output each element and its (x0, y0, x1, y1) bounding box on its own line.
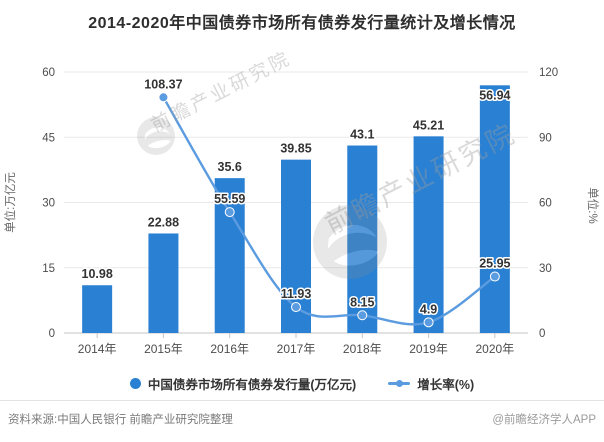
footer-separator (0, 400, 604, 401)
bar-value-label: 43.1 (350, 128, 374, 142)
line-value-label: 4.9 (420, 302, 437, 316)
bar (214, 178, 245, 333)
left-axis-tick-label: 0 (49, 328, 55, 340)
credit-text: @前瞻经济学人APP (492, 414, 596, 426)
right-axis-tick-label: 90 (539, 132, 552, 144)
line-value-label: 11.93 (281, 287, 312, 301)
x-axis-category-label: 2018年 (343, 342, 382, 356)
bar (148, 233, 179, 333)
left-axis-tick-label: 45 (42, 132, 55, 144)
combo-chart-canvas: 0 15 30 45 60 0 30 60 90 120 2014年 2015年 2016年 2017年 2… (3, 67, 600, 356)
line-marker (158, 92, 169, 103)
legend-label-growth-rate: 增长率(%) (417, 378, 475, 392)
bar-value-label: 56.94 (479, 88, 510, 102)
bar-value-label: 10.98 (82, 267, 113, 281)
left-axis-tick-label: 30 (42, 198, 55, 210)
right-axis-tick-label: 30 (539, 263, 552, 275)
left-axis-tick-label: 60 (42, 67, 55, 79)
x-axis-category-label: 2020年 (476, 342, 515, 356)
line-value-label: 55.59 (214, 192, 245, 206)
bar-value-label: 35.6 (218, 160, 242, 174)
chart-title: 2014-2020年中国债券市场所有债券发行量统计及增长情况 (88, 15, 516, 32)
x-axis-category-label: 2014年 (78, 342, 117, 356)
line-marker (291, 302, 301, 313)
left-axis-title: 单位:万亿元 (3, 172, 17, 233)
x-axis-category-label: 2019年 (409, 342, 448, 356)
x-axis-category-label: 2017年 (277, 342, 316, 356)
bar (479, 85, 510, 333)
bar-value-label: 22.88 (148, 215, 179, 229)
x-axis-category-label: 2016年 (210, 342, 249, 356)
bar-value-label: 45.21 (413, 118, 444, 132)
growth-line (162, 96, 496, 326)
bar-value-label: 39.85 (280, 142, 311, 156)
chart-legend: 中国债券市场所有债券发行量(万亿元) 增长率(%) (0, 374, 604, 393)
x-axis-category-label: 2015年 (144, 342, 183, 356)
legend-label-issuance: 中国债券市场所有债券发行量(万亿元) (147, 378, 357, 392)
data-source-text: 资料来源:中国人民银行 前瞻产业研究院整理 (8, 414, 233, 426)
legend-item-growth-rate: 增长率(%) (388, 374, 474, 393)
line-value-label: 108.37 (144, 77, 182, 91)
right-axis-title: 单位:% (586, 187, 600, 223)
footer: 资料来源:中国人民银行 前瞻产业研究院整理 @前瞻经济学人APP (0, 411, 604, 427)
line-value-label: 8.15 (350, 295, 374, 309)
line-series-marker-icon (388, 380, 411, 387)
line-marker (224, 207, 235, 218)
bar-series-marker-icon (129, 378, 141, 389)
right-axis-tick-label: 0 (539, 328, 545, 340)
line-value-label: 25.95 (479, 257, 510, 271)
bar (82, 285, 113, 333)
bar (413, 136, 444, 333)
legend-item-issuance: 中国债券市场所有债券发行量(万亿元) (129, 374, 357, 393)
right-axis-tick-label: 60 (539, 198, 552, 210)
line-marker (489, 271, 500, 282)
line-marker (423, 317, 434, 328)
left-axis-tick-label: 15 (42, 263, 55, 275)
bar (347, 145, 378, 333)
right-axis-tick-label: 120 (539, 67, 558, 79)
line-marker (357, 310, 368, 321)
